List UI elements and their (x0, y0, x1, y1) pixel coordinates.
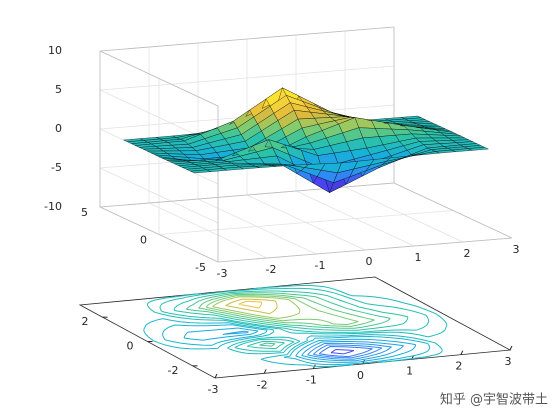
z-tick-label: 0 (55, 122, 62, 135)
contour-line (238, 300, 263, 309)
surface-patch (467, 147, 490, 151)
axis-edge (99, 50, 219, 107)
contour-line (225, 298, 278, 315)
x-tick-label: -3 (217, 267, 228, 280)
axis-edge (99, 182, 395, 208)
x-tick-label: 0 (357, 369, 364, 382)
x-tick-label: 3 (505, 355, 512, 368)
x-tick-label: -1 (306, 374, 317, 387)
x-tick-label: 2 (464, 247, 471, 260)
x-tick-label: 2 (455, 360, 462, 373)
contour-line (307, 342, 392, 360)
y-tick-label: 0 (140, 234, 147, 247)
x-tick-label: -2 (257, 378, 268, 391)
x-tick (263, 369, 267, 374)
contour-line (143, 318, 443, 367)
x-tick-label: 1 (415, 251, 422, 264)
x-tick-label: 0 (366, 255, 373, 268)
y-tick-label: 0 (127, 340, 134, 353)
contour-line (205, 295, 359, 325)
x-tick-label: 1 (406, 364, 413, 377)
x-tick-label: 3 (513, 243, 520, 256)
grid-line (158, 210, 454, 235)
axis-edge (217, 237, 513, 263)
axis-edge (99, 26, 395, 52)
x-tick (509, 345, 513, 351)
contour-line (185, 292, 391, 347)
contour-line (313, 344, 383, 359)
grid-line (99, 65, 395, 91)
contour-line (183, 327, 417, 363)
contour-line (318, 346, 373, 358)
z-tick-label: -10 (44, 200, 62, 213)
contour-line (173, 290, 409, 350)
contour-line (162, 324, 431, 366)
y-tick-label: -5 (195, 261, 206, 274)
contour-line (198, 293, 375, 327)
z-tick-label: 10 (48, 44, 62, 57)
x-tick (460, 350, 464, 355)
contour-line (222, 330, 404, 362)
axis-edge (99, 206, 219, 263)
y-tick-label: 2 (82, 315, 89, 328)
x-tick-label: -3 (208, 383, 219, 396)
y-tick-label: -2 (168, 364, 179, 377)
x-tick-label: -1 (315, 259, 326, 272)
watermark: 知乎 @宇智波带土 (440, 392, 548, 408)
axis-edge (393, 182, 513, 239)
z-tick-label: 5 (55, 83, 62, 96)
contour-line (146, 285, 448, 355)
z-tick-label: -5 (51, 161, 62, 174)
contour-line (330, 349, 355, 355)
x-tick-label: -2 (266, 263, 277, 276)
contour-line (212, 296, 301, 319)
x-tick (214, 373, 218, 379)
grid-line (99, 167, 219, 224)
contour-line (159, 287, 430, 352)
y-tick-label: 5 (81, 206, 88, 219)
